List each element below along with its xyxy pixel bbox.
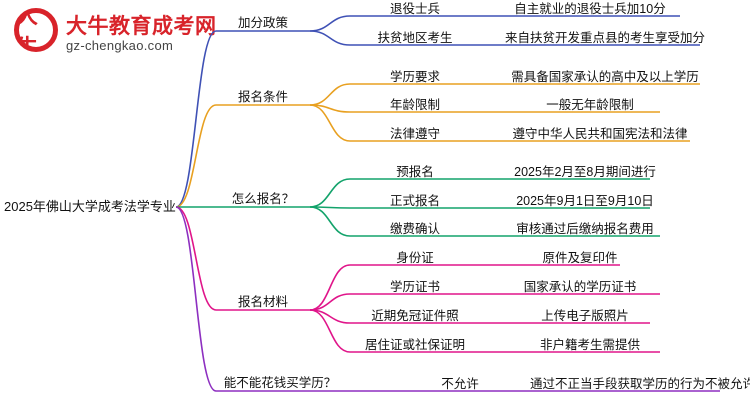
child-detail-tuiyi-shibing: 自主就业的退役士兵加10分 <box>514 2 666 16</box>
branch-label-huaqian-mai-xueli[interactable]: 能不能花钱买学历？ <box>223 376 337 390</box>
child-label-shenfenzheng[interactable]: 身份证 <box>396 251 434 265</box>
logo-title: 大牛教育成考网 <box>66 15 217 38</box>
child-label-yubaoming[interactable]: 预报名 <box>396 165 434 179</box>
mindmap-root-label: 2025年佛山大学成考法学专业 <box>4 199 176 214</box>
logo-badge-icon: 大牛 <box>14 8 58 52</box>
logo-subtitle: gz-chengkao.com <box>66 38 174 53</box>
branch-label-baoming-tiaojian[interactable]: 报名条件 <box>237 90 288 104</box>
child-label-nianling-xianzhi[interactable]: 年龄限制 <box>389 98 440 112</box>
child-detail-buyunxu: 通过不正当手段获取学历的行为不被允许 <box>530 377 750 391</box>
child-label-mianguan-zhaopian[interactable]: 近期免冠证件照 <box>371 309 459 323</box>
child-detail-fupin-kaosheng: 来自扶贫开发重点县的考生享受加分 <box>504 31 705 45</box>
child-detail-mianguan-zhaopian: 上传电子版照片 <box>541 309 629 323</box>
site-logo: 大牛 大牛教育成考网 gz-chengkao.com <box>14 8 244 58</box>
child-detail-nianling-xianzhi: 一般无年龄限制 <box>546 98 634 112</box>
child-label-jiaofei-queren[interactable]: 缴费确认 <box>389 222 440 236</box>
child-label-fupin-kaosheng[interactable]: 扶贫地区考生 <box>377 31 453 45</box>
child-label-buyunxu[interactable]: 不允许 <box>441 377 479 391</box>
logo-badge-text: 大牛 <box>16 8 39 52</box>
child-label-juzhuzheng[interactable]: 居住证或社保证明 <box>364 338 465 352</box>
child-label-xueli-yaoqiu[interactable]: 学历要求 <box>389 70 440 84</box>
child-label-tuiyi-shibing[interactable]: 退役士兵 <box>389 2 440 16</box>
child-detail-falv-zunshou: 遵守中华人民共和国宪法和法律 <box>512 127 688 141</box>
child-detail-xueli-zhengshu: 国家承认的学历证书 <box>523 280 637 294</box>
child-detail-juzhuzheng: 非户籍考生需提供 <box>539 338 640 352</box>
child-detail-zhengshi-baoming: 2025年9月1日至9月10日 <box>516 194 654 208</box>
child-detail-xueli-yaoqiu: 需具备国家承认的高中及以上学历 <box>511 70 699 84</box>
branch-label-jiafen[interactable]: 加分政策 <box>237 16 288 30</box>
child-detail-jiaofei-queren: 审核通过后缴纳报名费用 <box>516 222 654 236</box>
branch-label-zenme-baoming[interactable]: 怎么报名？ <box>231 192 295 206</box>
child-label-falv-zunshou[interactable]: 法律遵守 <box>389 127 440 141</box>
child-detail-shenfenzheng: 原件及复印件 <box>542 251 618 265</box>
child-label-zhengshi-baoming[interactable]: 正式报名 <box>389 194 440 208</box>
branch-label-baoming-cailiao[interactable]: 报名材料 <box>237 295 288 309</box>
child-detail-yubaoming: 2025年2月至8月期间进行 <box>514 165 656 179</box>
child-label-xueli-zhengshu[interactable]: 学历证书 <box>389 280 440 294</box>
